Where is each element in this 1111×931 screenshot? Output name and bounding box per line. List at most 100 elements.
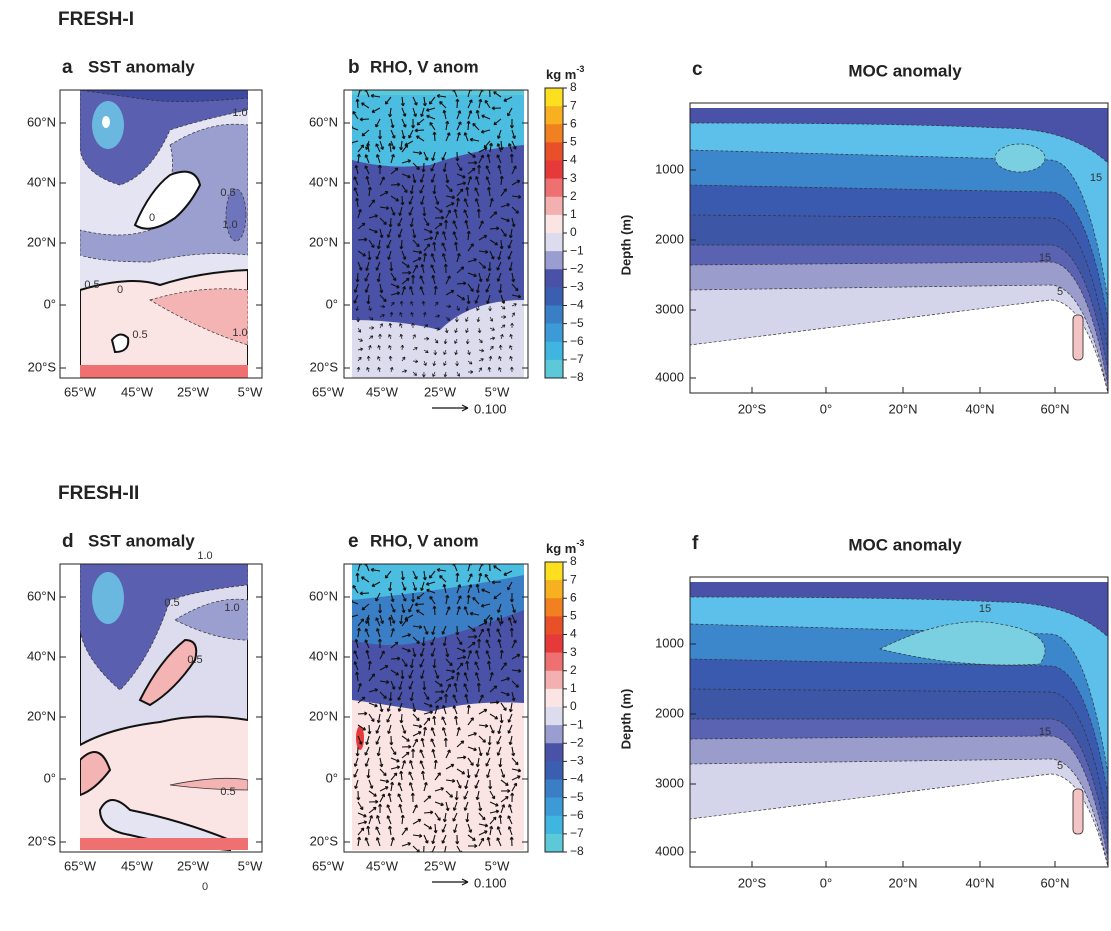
vector (510, 322, 514, 329)
vector (401, 603, 406, 614)
vector (472, 596, 480, 605)
vector (434, 669, 440, 679)
vector (497, 724, 502, 735)
vector (357, 724, 366, 731)
vector (423, 228, 433, 234)
vector (500, 324, 506, 329)
y-tick-label: 40°N (309, 174, 338, 189)
x-tick-label: 40°N (965, 401, 994, 416)
vector (401, 159, 412, 164)
moc-pink (1072, 788, 1084, 835)
vector (397, 228, 403, 238)
vector (366, 142, 371, 153)
vector (481, 114, 491, 120)
vector (366, 294, 371, 305)
vector (412, 581, 418, 591)
colorbar-segment (545, 833, 563, 853)
vector (401, 581, 407, 591)
vector (422, 96, 427, 107)
vector (496, 261, 502, 271)
vector (498, 356, 502, 362)
vector (379, 304, 386, 309)
axes-frame (689, 576, 1109, 868)
vector (398, 206, 403, 217)
vector (481, 588, 491, 594)
vector (387, 724, 392, 735)
vector (377, 356, 381, 362)
vector (397, 217, 403, 227)
vector (467, 584, 473, 594)
vector (364, 628, 370, 638)
vector (404, 614, 414, 620)
vector (368, 799, 379, 804)
vector (434, 215, 445, 220)
vector (445, 647, 450, 658)
y-tick-label: 1000 (655, 161, 684, 176)
vector (388, 581, 393, 592)
contour-label: 1.0 (232, 107, 247, 119)
colorbar-tick-label: 0 (570, 699, 577, 713)
fill (92, 572, 124, 624)
vector (364, 746, 370, 756)
x-tick-label: 40°N (965, 875, 994, 890)
fill (80, 751, 112, 797)
vector (456, 131, 461, 142)
colorbar-tick-label: −8 (570, 370, 584, 384)
x-tick-label: 65°W (312, 384, 345, 399)
vector (389, 366, 394, 373)
vector (511, 680, 520, 688)
vector (500, 334, 504, 340)
vector (430, 647, 436, 657)
vector (466, 704, 471, 715)
vector (498, 757, 503, 768)
colorbar-tick-label: −7 (570, 826, 584, 840)
vector (475, 109, 480, 120)
vector (467, 746, 477, 752)
vector (357, 618, 365, 627)
vector (497, 164, 502, 175)
contour-label: 0.5 (164, 597, 179, 609)
vector (478, 220, 484, 230)
vector (443, 360, 447, 366)
vector (379, 323, 383, 329)
vector (411, 274, 416, 285)
colorbar-segment (545, 688, 563, 708)
vector (465, 305, 470, 312)
vector (467, 110, 473, 120)
vector (434, 231, 440, 241)
vector (431, 748, 436, 759)
colorbar-segment (545, 160, 563, 179)
vector (441, 253, 447, 263)
vector (511, 206, 520, 214)
vector (368, 779, 374, 789)
vector (511, 165, 517, 175)
vector (509, 836, 514, 847)
vector (474, 779, 480, 789)
vector (423, 236, 434, 241)
vector (423, 217, 430, 227)
vector (401, 286, 407, 296)
vector (434, 195, 440, 205)
reference-label: 0.100 (474, 401, 507, 416)
vector (388, 142, 393, 153)
vector (432, 131, 437, 142)
vector (430, 636, 436, 646)
vector (379, 176, 385, 186)
colorbar-tick-label: 5 (570, 609, 577, 623)
colorbar-tick-label: 3 (570, 645, 577, 659)
y-tick-label: 60°N (309, 588, 338, 603)
vector (500, 294, 506, 304)
vector (379, 614, 385, 624)
vector (488, 355, 493, 362)
vector (432, 715, 437, 726)
vector (367, 250, 372, 261)
vector (478, 837, 485, 847)
vector (478, 261, 487, 269)
vector (397, 782, 403, 792)
vector (411, 748, 416, 759)
vector (500, 788, 511, 793)
vector (489, 239, 499, 246)
vector (500, 662, 507, 671)
vector (352, 125, 359, 131)
vector (375, 154, 381, 164)
